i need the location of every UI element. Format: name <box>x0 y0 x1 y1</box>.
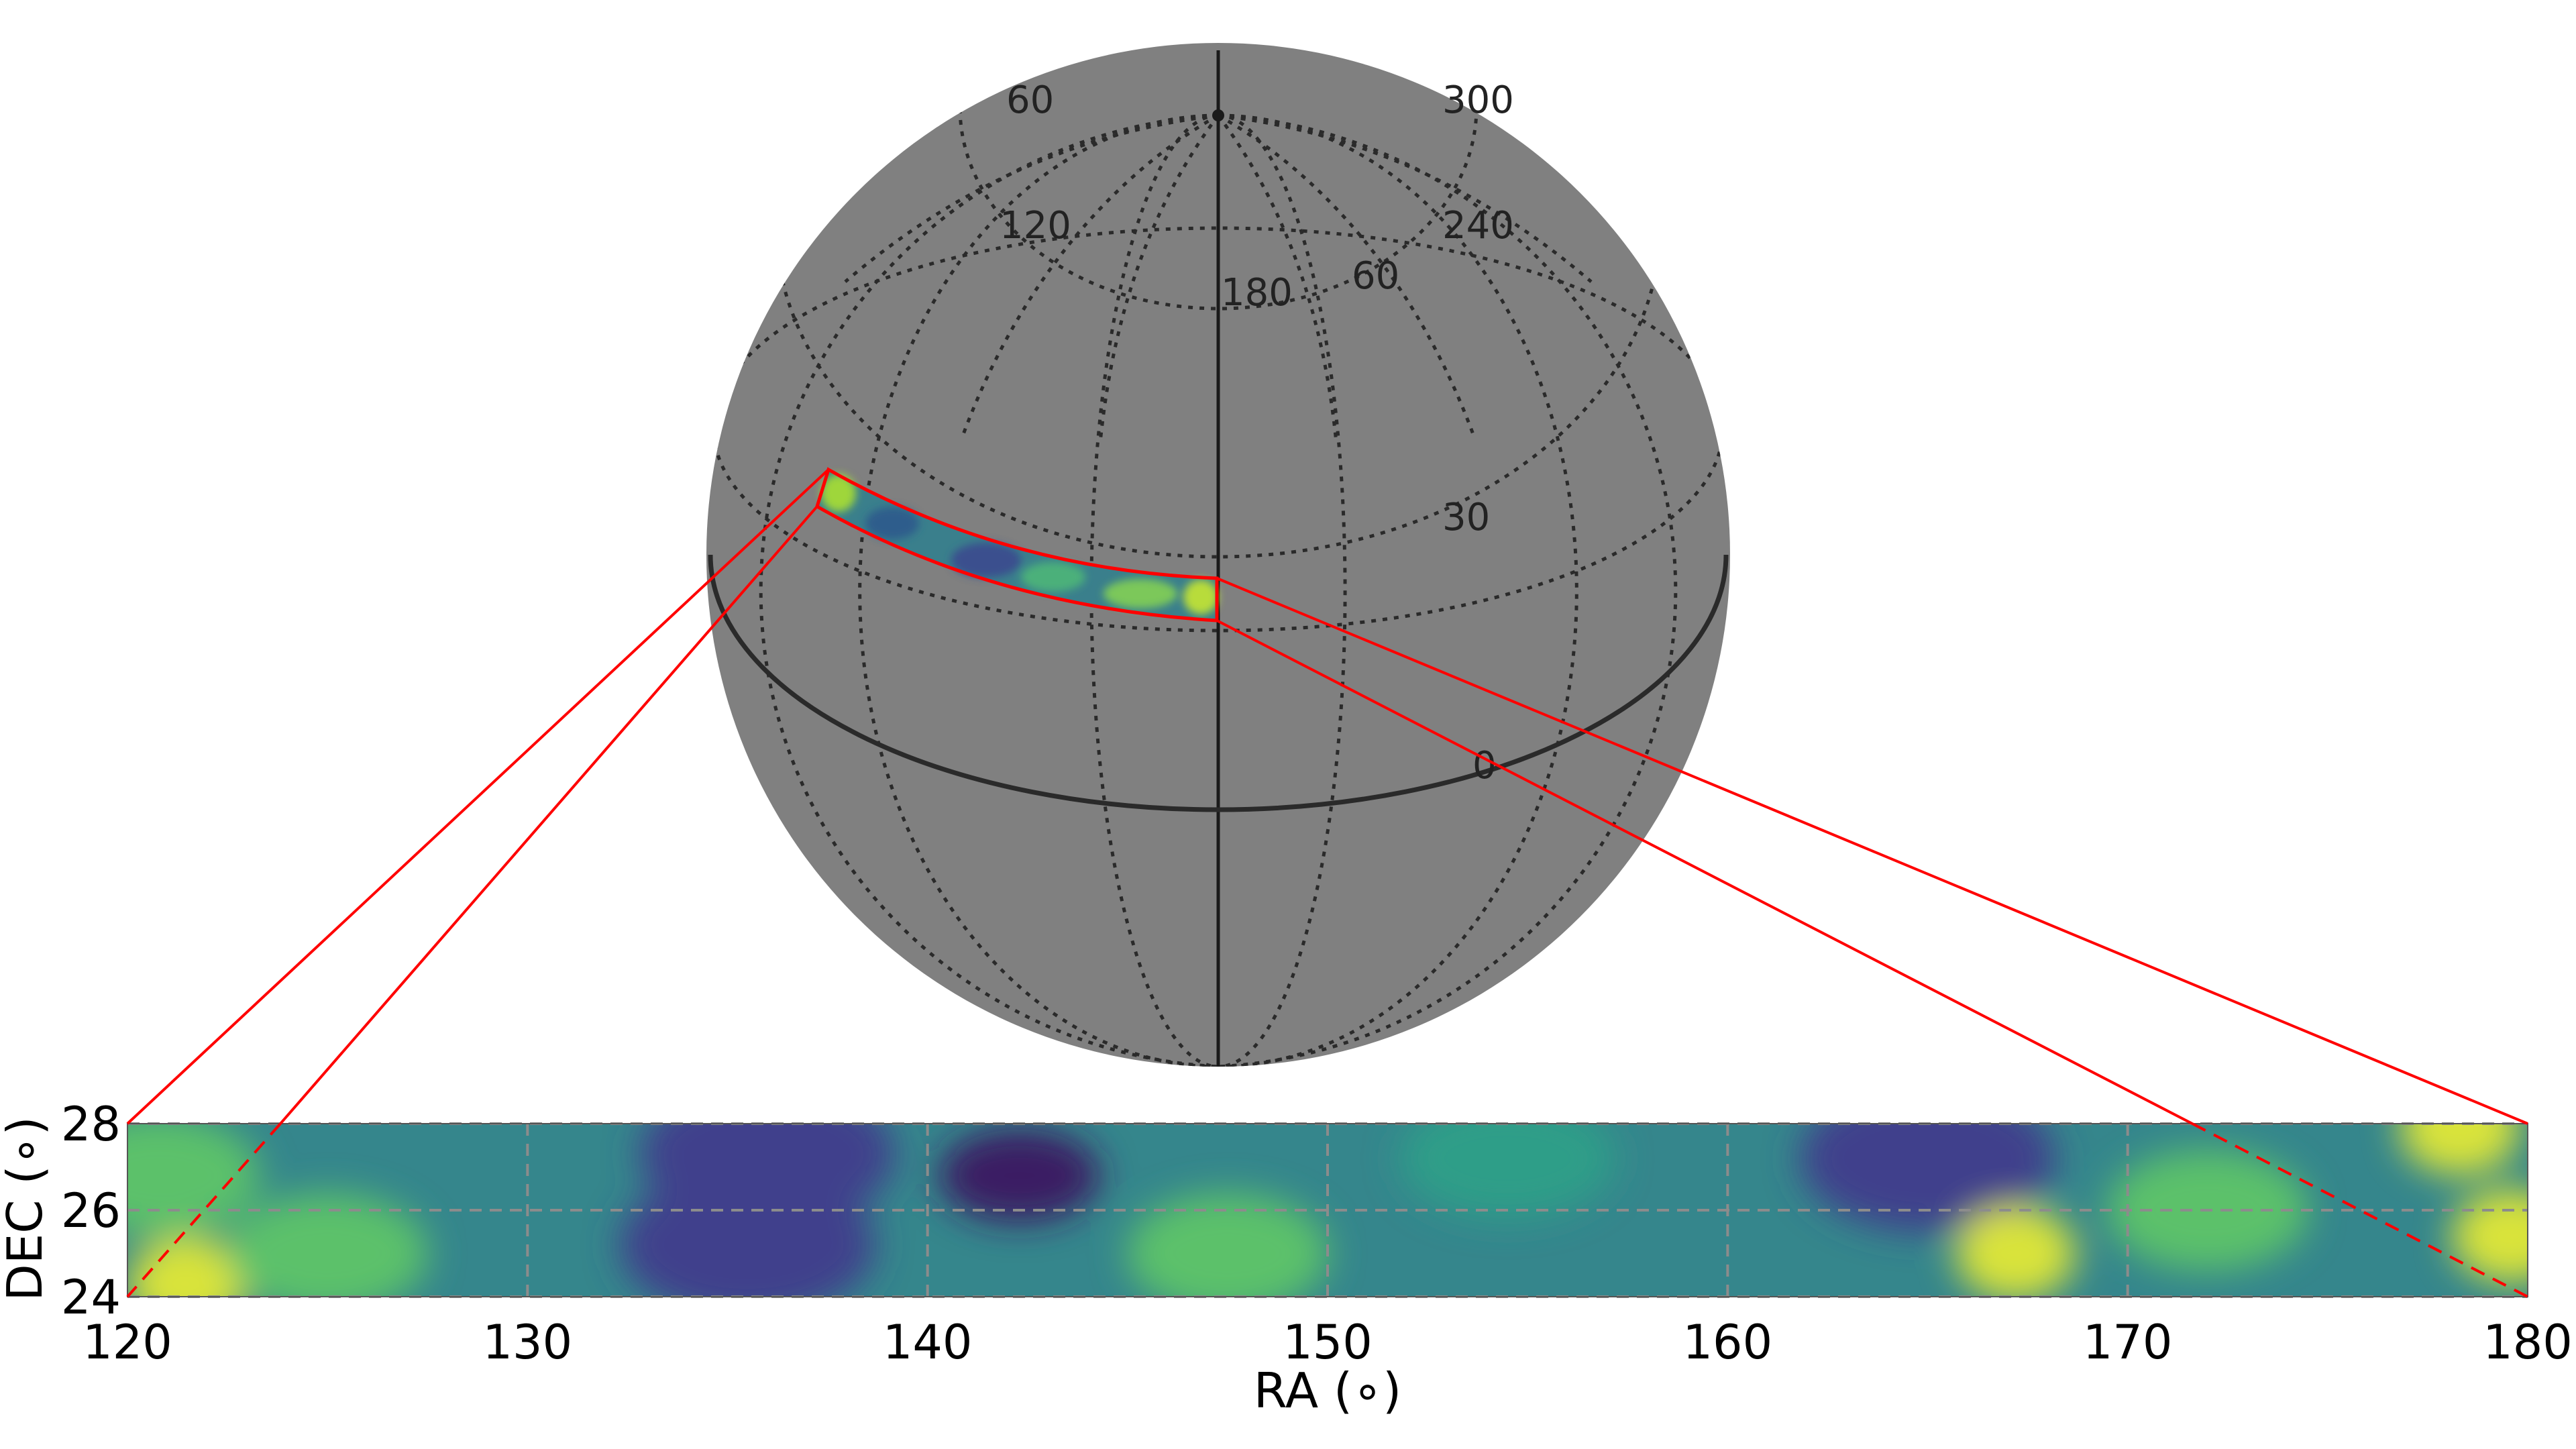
heatmap-frame <box>127 1123 2528 1297</box>
meridian-label-120: 120 <box>1000 204 1071 248</box>
heatmap-feature-1 <box>127 1124 260 1236</box>
y-tick-label-26: 26 <box>61 1183 121 1238</box>
x-tick-label-120: 120 <box>83 1315 172 1370</box>
meridian-label-300: 300 <box>1442 78 1514 122</box>
meridian-label-180: 180 <box>1221 271 1293 315</box>
latitude-label-30: 30 <box>1442 496 1490 539</box>
connector-line <box>1216 577 2528 1125</box>
latitude-label-60: 60 <box>1352 254 1399 298</box>
north-pole-marker <box>1212 109 1224 121</box>
connector-line <box>1216 619 2193 1125</box>
heatmap-feature-8 <box>1800 1124 2055 1232</box>
x-tick-label-140: 140 <box>883 1315 973 1370</box>
heatmap-feature-2 <box>227 1193 429 1297</box>
meridian-line <box>1218 113 1578 1067</box>
meridian-line <box>858 113 1219 1067</box>
heatmap-feature-4 <box>640 1124 896 1228</box>
heatmap-feature-5 <box>938 1128 1100 1223</box>
heatmap-feature-12 <box>2451 1189 2528 1283</box>
celestial-sphere: 60 300 120 240 180 60 30 0 <box>706 43 1730 1067</box>
heatmap-blobs <box>127 1124 2528 1297</box>
heatmap-feature-6 <box>1126 1193 1328 1297</box>
x-axis-label: RA (∘) <box>1254 1362 1402 1419</box>
heatmap-panel: 120 130 140 150 160 170 180 24 26 28 RA (∘) DEC … <box>0 1097 2573 1419</box>
heatmap-feature-7 <box>1400 1124 1615 1219</box>
x-tick-label-170: 170 <box>2083 1315 2173 1370</box>
equator-line <box>708 554 1729 812</box>
y-axis-label: DEC (∘) <box>0 1116 53 1301</box>
zoom-connectors <box>126 468 2528 1298</box>
meridian-line <box>1216 114 1338 443</box>
connector-line-dashed <box>126 1122 282 1298</box>
connector-line <box>279 505 818 1125</box>
y-tick-label-28: 28 <box>61 1097 121 1152</box>
y-tick-label-24: 24 <box>61 1270 121 1325</box>
connector-line-dashed <box>2192 1122 2528 1298</box>
y-axis: 24 26 28 <box>61 1097 121 1325</box>
x-tick-label-150: 150 <box>1283 1315 1373 1370</box>
heatmap-feature-11 <box>2399 1124 2520 1175</box>
meridian-label-240: 240 <box>1442 204 1514 248</box>
meridian-line <box>1218 113 1347 1067</box>
meridian-line <box>844 113 1219 283</box>
meridian-line <box>759 113 1219 1067</box>
x-tick-label-180: 180 <box>2483 1315 2573 1370</box>
heatmap-feature-9 <box>1955 1206 2076 1297</box>
connector-line <box>126 468 830 1125</box>
meridian-line <box>1218 113 1593 283</box>
latitude-label-0: 0 <box>1472 744 1497 788</box>
meridian-label-60: 60 <box>1006 78 1054 122</box>
survey-strip <box>815 467 1219 623</box>
x-axis: 120 130 140 150 160 170 180 <box>83 1315 2573 1370</box>
heatmap-feature-0 <box>127 1236 248 1297</box>
meridian-line <box>1098 114 1220 443</box>
x-tick-label-160: 160 <box>1683 1315 1773 1370</box>
meridian-line <box>1218 113 1678 1067</box>
x-tick-label-130: 130 <box>483 1315 573 1370</box>
